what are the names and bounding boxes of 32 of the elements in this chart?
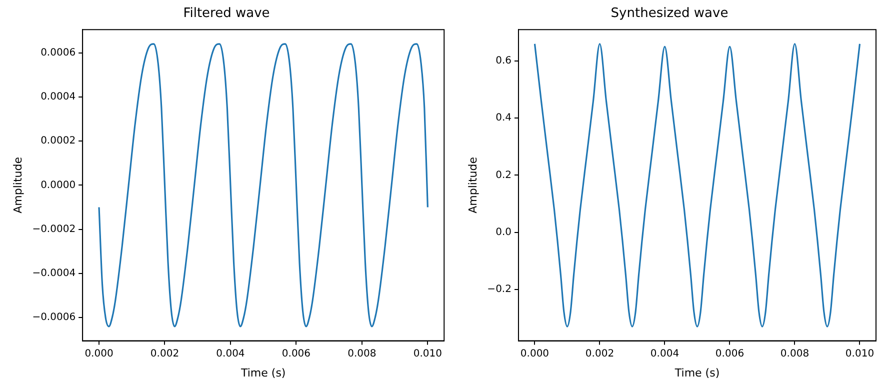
x-tick-label: 0.006 [282, 348, 311, 360]
x-tick-label: 0.010 [413, 348, 442, 360]
y-tick-label: 0.0006 [40, 47, 76, 58]
chart-title: Synthesized wave [610, 6, 728, 22]
x-tick-label: 0.002 [585, 348, 614, 360]
y-tick-label: 0.4 [496, 112, 512, 124]
line-series [534, 43, 861, 328]
y-tick-label: −0.0004 [32, 268, 76, 280]
y-tick-label: −0.2 [487, 284, 512, 296]
x-tick-label: 0.006 [715, 348, 744, 360]
y-axis-title: Amplitude [466, 156, 480, 214]
y-axis-title: Amplitude [11, 156, 24, 214]
x-tick-label: 0.004 [650, 348, 680, 360]
x-tick-label: 0.010 [845, 348, 874, 360]
x-tick-label: 0.008 [780, 348, 810, 360]
y-tick-label: 0.0000 [40, 180, 76, 191]
x-axis-title: Time (s) [674, 366, 720, 380]
y-tick-label: 0.6 [496, 56, 512, 67]
x-tick-label: 0.004 [216, 348, 245, 360]
y-tick-label: 0.0002 [40, 136, 76, 147]
line-series [98, 43, 428, 328]
y-tick-label: −0.0006 [32, 312, 76, 324]
y-tick-label: −0.0002 [32, 224, 76, 235]
x-tick-label: 0.000 [84, 348, 114, 360]
x-tick-label: 0.008 [348, 348, 376, 360]
x-axis-title: Time (s) [240, 366, 286, 380]
x-tick-label: 0.002 [150, 348, 180, 360]
y-tick-label: 0.2 [496, 170, 512, 181]
x-tick-label: 0.000 [520, 348, 550, 360]
chart-title: Filtered wave [183, 6, 270, 22]
y-tick-label: 0.0 [496, 226, 512, 238]
y-tick-label: 0.0004 [40, 92, 76, 103]
